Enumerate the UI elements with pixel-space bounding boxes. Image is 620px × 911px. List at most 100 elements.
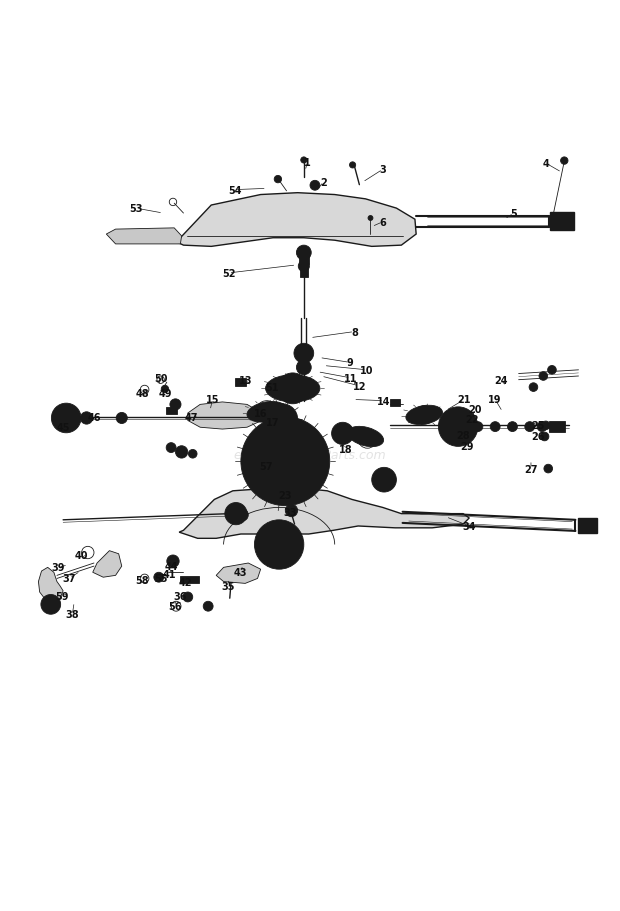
Circle shape <box>350 163 356 169</box>
Circle shape <box>525 422 534 432</box>
Text: 17: 17 <box>266 418 280 428</box>
Circle shape <box>473 422 483 432</box>
Text: 9: 9 <box>347 358 353 368</box>
Text: 36: 36 <box>174 591 187 601</box>
Text: 45: 45 <box>56 423 70 433</box>
Circle shape <box>298 261 309 272</box>
Text: 14: 14 <box>378 396 391 406</box>
Text: 48: 48 <box>135 389 149 399</box>
Text: 37: 37 <box>63 574 76 584</box>
Bar <box>578 518 597 534</box>
Ellipse shape <box>265 375 320 403</box>
Circle shape <box>537 422 547 432</box>
Text: eReplacementParts.com: eReplacementParts.com <box>234 449 386 462</box>
Text: 24: 24 <box>495 375 508 385</box>
Circle shape <box>541 422 550 430</box>
Text: 20: 20 <box>469 404 482 415</box>
Circle shape <box>188 450 197 458</box>
Circle shape <box>241 417 330 506</box>
Ellipse shape <box>406 405 443 425</box>
Circle shape <box>285 505 298 517</box>
Circle shape <box>116 413 127 424</box>
Bar <box>390 399 400 407</box>
Circle shape <box>544 465 552 474</box>
Circle shape <box>547 366 556 374</box>
Circle shape <box>453 422 463 432</box>
Circle shape <box>63 415 69 422</box>
Circle shape <box>170 399 181 411</box>
Text: 41: 41 <box>162 568 176 578</box>
Text: 42: 42 <box>179 577 192 587</box>
Circle shape <box>539 373 547 381</box>
Circle shape <box>301 158 307 164</box>
Circle shape <box>166 443 176 453</box>
Circle shape <box>560 158 568 165</box>
Circle shape <box>294 344 314 363</box>
Text: 56: 56 <box>169 601 182 611</box>
Bar <box>300 268 308 277</box>
Text: 13: 13 <box>239 375 252 385</box>
Bar <box>166 407 177 415</box>
Text: 10: 10 <box>360 365 373 375</box>
Text: 44: 44 <box>164 561 178 571</box>
Text: 53: 53 <box>129 204 143 214</box>
Text: 51: 51 <box>265 383 278 393</box>
Text: 15: 15 <box>206 395 219 405</box>
Text: 8: 8 <box>351 327 358 337</box>
Circle shape <box>236 509 248 521</box>
Bar <box>550 212 574 231</box>
Circle shape <box>81 413 93 425</box>
Text: 1: 1 <box>304 158 311 168</box>
Circle shape <box>274 176 281 184</box>
Circle shape <box>175 446 188 458</box>
Text: 49: 49 <box>158 389 172 399</box>
Polygon shape <box>173 193 416 247</box>
Text: 4: 4 <box>542 159 549 169</box>
Bar <box>549 422 565 433</box>
Circle shape <box>276 453 294 471</box>
Circle shape <box>167 556 179 568</box>
Text: 11: 11 <box>344 374 358 384</box>
Text: 3: 3 <box>379 165 386 175</box>
Circle shape <box>267 404 298 435</box>
Polygon shape <box>188 403 262 430</box>
Polygon shape <box>38 568 63 602</box>
Ellipse shape <box>347 427 384 447</box>
Text: 38: 38 <box>66 609 79 619</box>
Text: 28: 28 <box>456 431 470 441</box>
Circle shape <box>310 181 320 191</box>
Circle shape <box>296 246 311 261</box>
Circle shape <box>508 422 517 432</box>
Polygon shape <box>106 229 182 245</box>
Text: 46: 46 <box>87 413 100 423</box>
Circle shape <box>254 520 304 569</box>
Text: 47: 47 <box>185 413 198 423</box>
Circle shape <box>438 407 478 447</box>
Circle shape <box>529 384 538 392</box>
Text: 27: 27 <box>525 464 538 474</box>
Bar <box>236 379 246 386</box>
Text: 50: 50 <box>154 374 167 384</box>
Polygon shape <box>93 551 122 578</box>
Circle shape <box>154 573 164 582</box>
Text: 39: 39 <box>51 563 65 573</box>
Text: 52: 52 <box>222 269 235 279</box>
Circle shape <box>161 386 169 394</box>
Text: 25: 25 <box>531 421 545 431</box>
Text: 2: 2 <box>320 178 327 188</box>
Circle shape <box>540 433 549 441</box>
Polygon shape <box>179 489 469 538</box>
Text: 22: 22 <box>465 415 479 425</box>
Text: 12: 12 <box>353 382 366 392</box>
Circle shape <box>183 592 193 602</box>
Text: 59: 59 <box>55 591 69 601</box>
Text: 19: 19 <box>489 395 502 405</box>
Text: 34: 34 <box>463 521 476 531</box>
Bar <box>299 254 309 265</box>
Text: 54: 54 <box>228 186 241 195</box>
Text: 6: 6 <box>379 218 386 228</box>
Text: 18: 18 <box>339 445 353 455</box>
Text: 21: 21 <box>458 395 471 405</box>
Circle shape <box>490 422 500 432</box>
Text: 26: 26 <box>531 432 545 442</box>
